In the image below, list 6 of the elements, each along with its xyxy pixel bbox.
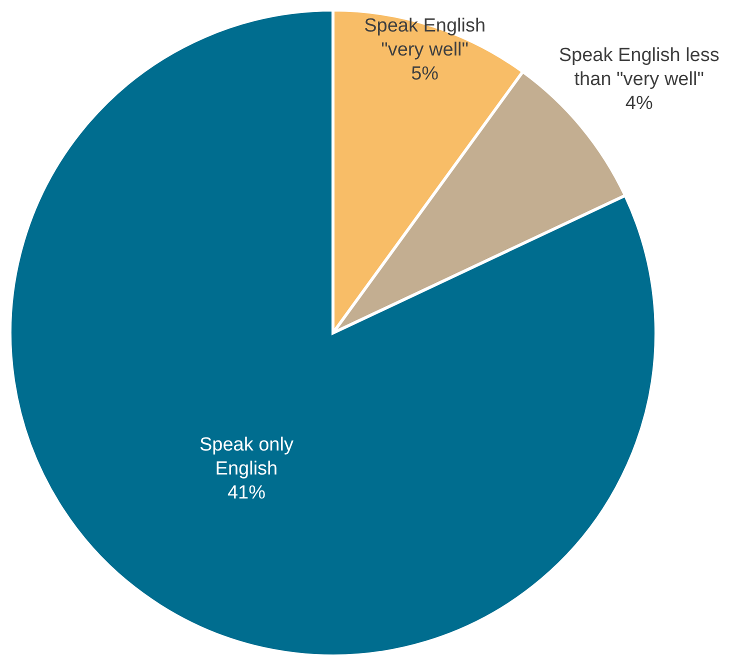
data-label: 5% (411, 63, 439, 84)
slice-label: Speak English less than "very well" (558, 44, 720, 90)
slice-label: Speak only English (199, 434, 294, 480)
data-label: 4% (625, 92, 653, 114)
data-label: 41% (227, 482, 266, 504)
slice-label: Speak English "very well" (364, 15, 486, 60)
